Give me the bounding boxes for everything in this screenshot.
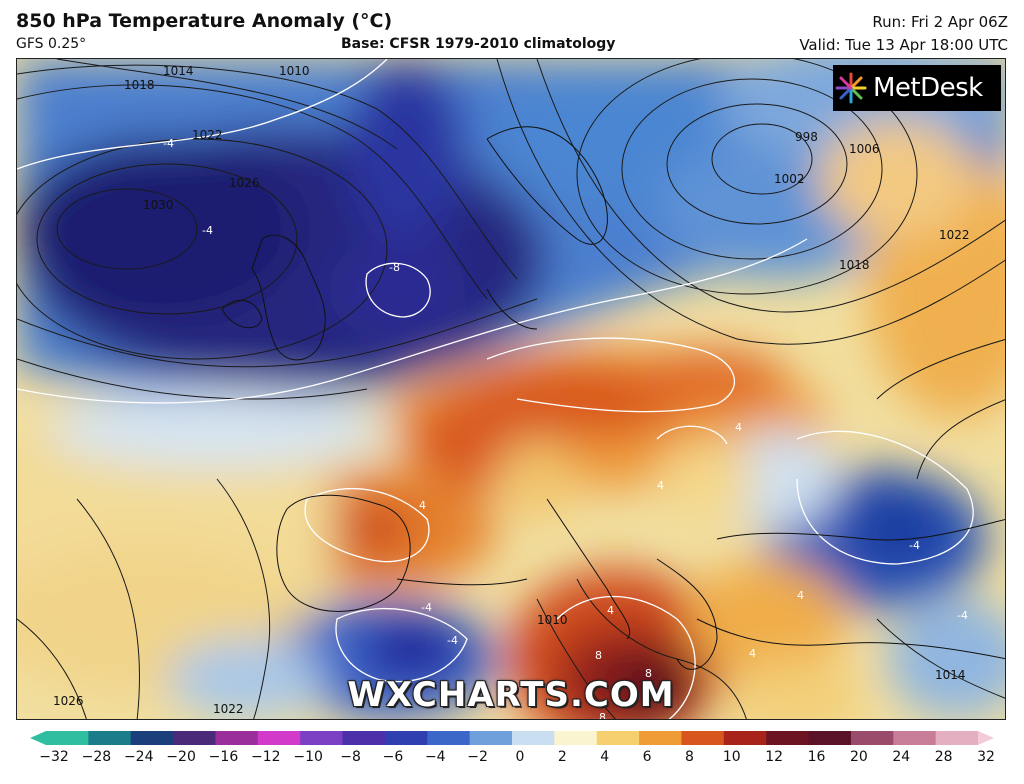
colorbar-tick-label: 28 — [934, 749, 953, 765]
metdesk-logo: MetDesk — [833, 65, 1001, 111]
colorbar-tick-labels: −32 −28 −24 −20 −16 −12 −10 −8 −6 −4 −2 0 2 4 6 8 10 12 16… — [0, 749, 1024, 773]
colorbar-segment — [469, 731, 513, 745]
anomaly-labels: -4 -8 -4 4 4 4 4 -4 -4 -4 4 4 -4 8 8 8 — [163, 137, 968, 720]
colorbar-tick-label: −10 — [293, 749, 323, 765]
anomaly-map[interactable]: 1014 1010 1018 1022 1026 1030 998 1002 1… — [16, 58, 1006, 720]
metdesk-logo-text: MetDesk — [873, 73, 983, 103]
coastlines — [221, 126, 1005, 670]
pressure-label: 1026 — [229, 176, 260, 190]
colorbar-tick-label: −16 — [208, 749, 239, 765]
anomaly-label: 8 — [645, 667, 652, 680]
colorbar-tick-label: 2 — [557, 749, 567, 765]
colorbar-segment — [766, 731, 810, 745]
colorbar-tick-label: 4 — [600, 749, 610, 765]
anomaly-label: 4 — [607, 604, 614, 617]
pressure-label: 1002 — [774, 172, 805, 186]
anomaly-label: -4 — [447, 634, 458, 647]
colorbar-segment — [215, 731, 259, 745]
pressure-label: 1010 — [279, 64, 310, 78]
colorbar-segment — [554, 731, 598, 745]
colorbar-segment — [596, 731, 640, 745]
pressure-label: 1018 — [839, 258, 870, 272]
colorbar-segment — [342, 731, 386, 745]
anomaly-label: 4 — [657, 479, 664, 492]
colorbar-segment — [46, 731, 89, 745]
colorbar-segment — [257, 731, 301, 745]
colorbar-tick-label: 16 — [807, 749, 826, 765]
isobars — [17, 59, 1005, 719]
anomaly-label: -4 — [163, 137, 174, 150]
colorbar-segment — [639, 731, 682, 745]
colorbar-tick-label: 32 — [977, 749, 995, 765]
colorbar-segment — [935, 731, 979, 745]
colorbar — [30, 731, 994, 745]
colorbar-tick-label: 6 — [642, 749, 652, 765]
colorbar-tick-label: −28 — [81, 749, 112, 765]
colorbar-segment — [681, 731, 725, 745]
colorbar-segment — [808, 731, 852, 745]
colorbar-tick-label: −6 — [382, 749, 404, 765]
colorbar-segment — [850, 731, 894, 745]
colorbar-segment — [427, 731, 471, 745]
pressure-label: 1010 — [537, 613, 568, 627]
pressure-label: 1022 — [192, 128, 223, 142]
climatology-base-label: Base: CFSR 1979-2010 climatology — [341, 36, 616, 52]
run-time-label: Run: Fri 2 Apr 06Z — [872, 13, 1008, 31]
pressure-label: 998 — [795, 130, 818, 144]
anomaly-field — [17, 59, 1005, 719]
colorbar-segments — [46, 731, 979, 745]
colorbar-right-arrow — [978, 731, 994, 745]
pressure-label: 1030 — [143, 198, 174, 212]
colorbar-tick-label: 10 — [722, 749, 741, 765]
anomaly-label: 4 — [749, 647, 756, 660]
colorbar-segment — [173, 731, 216, 745]
colorbar-segment — [130, 731, 174, 745]
wxcharts-watermark: WXCHARTS.COM — [347, 675, 675, 715]
colorbar-tick-label: 0 — [515, 749, 525, 765]
pressure-label: 1014 — [163, 64, 194, 78]
colorbar-tick-label: −8 — [340, 749, 361, 765]
pressure-label: 1006 — [849, 142, 880, 156]
anomaly-label: 8 — [599, 711, 606, 720]
colorbar-left-arrow — [30, 731, 46, 745]
pressure-label: 1022 — [213, 702, 244, 716]
colorbar-tick-label: −32 — [39, 749, 69, 765]
anomaly-contours — [17, 59, 974, 719]
anomaly-label: 4 — [735, 421, 742, 434]
colorbar-tick-label: −2 — [467, 749, 488, 765]
pressure-label: 1026 — [53, 694, 84, 708]
anomaly-label: 8 — [595, 649, 602, 662]
anomaly-label: 4 — [419, 499, 426, 512]
pressure-labels: 1014 1010 1018 1022 1026 1030 998 1002 1… — [53, 64, 970, 716]
colorbar-tick-label: 8 — [684, 749, 694, 765]
anomaly-label: -8 — [389, 261, 400, 274]
chart-title: 850 hPa Temperature Anomaly (°C) — [16, 10, 393, 32]
colorbar-tick-label: 24 — [892, 749, 911, 765]
colorbar-tick-label: −12 — [251, 749, 281, 765]
anomaly-label: -4 — [909, 539, 920, 552]
colorbar-segment — [384, 731, 428, 745]
valid-time-label: Valid: Tue 13 Apr 18:00 UTC — [799, 36, 1008, 54]
colorbar-tick-label: −4 — [424, 749, 446, 765]
anomaly-label: -4 — [421, 601, 432, 614]
colorbar-tick-label: −24 — [123, 749, 154, 765]
anomaly-label: -4 — [957, 609, 968, 622]
anomaly-label: -4 — [202, 224, 213, 237]
colorbar-segment — [893, 731, 937, 745]
pressure-label: 1014 — [935, 668, 966, 682]
model-label: GFS 0.25° — [16, 36, 87, 52]
colorbar-segment — [723, 731, 767, 745]
colorbar-tick-label: 20 — [849, 749, 868, 765]
pressure-label: 1022 — [939, 228, 970, 242]
metdesk-logo-icon — [835, 72, 867, 104]
colorbar-segment — [512, 731, 555, 745]
colorbar-segment — [88, 731, 132, 745]
colorbar-tick-label: 12 — [765, 749, 784, 765]
colorbar-segment — [300, 731, 344, 745]
colorbar-tick-label: −20 — [166, 749, 196, 765]
map-canvas: 1014 1010 1018 1022 1026 1030 998 1002 1… — [17, 59, 1005, 720]
anomaly-label: 4 — [797, 589, 804, 602]
pressure-label: 1018 — [124, 78, 155, 92]
